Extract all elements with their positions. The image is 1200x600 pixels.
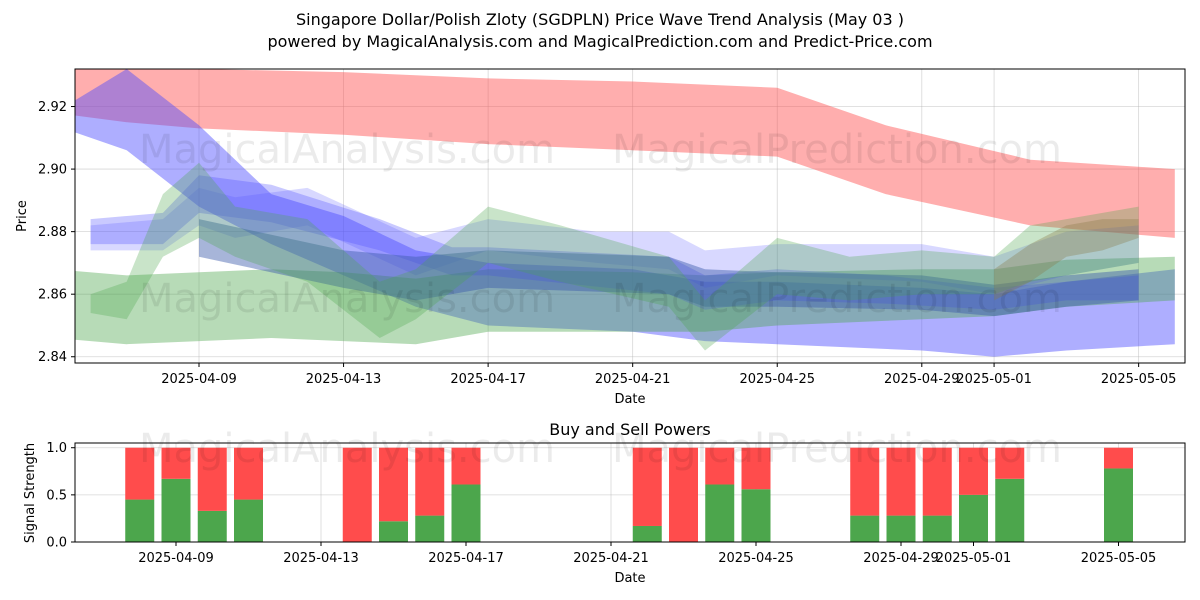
signal-y-tick-label: 0.0	[46, 536, 67, 551]
price-band-5	[199, 219, 1139, 317]
buy-bar	[1104, 468, 1133, 542]
watermark-prediction-bottom: MagicalPrediction.com	[612, 426, 1062, 472]
price-y-tick-label: 2.90	[38, 163, 67, 178]
price-x-tick-label: 2025-05-05	[1101, 372, 1177, 387]
signal-y-tick-label: 1.0	[46, 441, 67, 456]
sell-bar	[850, 447, 880, 516]
price-y-tick-label: 2.92	[38, 100, 67, 115]
price-grid	[75, 69, 1185, 363]
watermark-analysis-top: MagicalAnalysis.com	[139, 127, 555, 173]
chart-title: Singapore Dollar/Polish Zloty (SGDPLN) P…	[296, 10, 904, 29]
sell-bar	[451, 447, 481, 485]
buy-bar	[197, 510, 227, 542]
buy-bar	[850, 515, 880, 542]
price-x-tick-label: 2025-04-25	[739, 372, 815, 387]
signal-x-tick-label: 2025-04-13	[283, 551, 359, 566]
price-x-tick-label: 2025-04-29	[884, 372, 960, 387]
buy-bar	[959, 494, 988, 542]
signal-x-tick-label: 2025-05-05	[1081, 551, 1157, 566]
signal-x-tick-label: 2025-05-01	[936, 551, 1012, 566]
signal-y-tick-label: 0.5	[46, 488, 67, 503]
price-band-2	[75, 256, 1175, 345]
signal-x-tick-label: 2025-04-09	[138, 551, 214, 566]
sell-bar	[125, 447, 155, 500]
signal-ticks: 2025-04-09 2025-04-13 2025-04-17 2025-04-21…	[46, 441, 1156, 566]
price-band-3	[90, 175, 1139, 310]
signal-x-axis-label: Date	[614, 571, 645, 586]
signal-x-tick-label: 2025-04-25	[718, 551, 794, 566]
signal-plot-frame	[74, 442, 1186, 543]
price-band-7	[994, 219, 1139, 301]
sell-bar	[342, 447, 372, 542]
price-y-axis-label: Price	[15, 200, 30, 232]
sell-bar	[234, 447, 263, 500]
buy-bar	[632, 525, 662, 542]
buy-bar	[415, 515, 445, 542]
signal-y-axis-label: Signal Strength	[23, 443, 38, 543]
buy-bar	[886, 515, 916, 542]
price-y-tick-label: 2.86	[38, 288, 67, 303]
sell-bar	[379, 447, 408, 522]
sell-bar	[415, 447, 445, 516]
price-x-tick-label: 2025-04-09	[161, 372, 237, 387]
sell-bar	[741, 447, 771, 490]
price-x-tick-label: 2025-05-01	[956, 372, 1032, 387]
price-ticks: 2025-04-09 2025-04-13 2025-04-17 2025-04-21…	[38, 100, 1176, 387]
signal-x-tick-label: 2025-04-29	[863, 551, 939, 566]
price-band-0	[75, 69, 1175, 238]
sell-bar	[886, 447, 916, 516]
buy-bar	[161, 478, 191, 542]
price-band-1	[75, 69, 1175, 357]
sell-bar	[197, 447, 227, 511]
price-band-6	[90, 162, 1139, 351]
price-x-tick-label: 2025-04-17	[450, 372, 526, 387]
price-x-axis-label: Date	[614, 392, 645, 407]
sell-bar	[922, 447, 952, 516]
price-bands	[75, 69, 1175, 357]
buy-bar	[379, 521, 408, 542]
watermark-analysis-mid: MagicalAnalysis.com	[139, 276, 555, 322]
sell-bar	[669, 447, 698, 542]
sell-bar	[705, 447, 735, 485]
buy-bar	[995, 478, 1025, 542]
price-x-tick-label: 2025-04-13	[306, 372, 382, 387]
signal-chart-title: Buy and Sell Powers	[549, 420, 711, 439]
buy-bar	[451, 484, 481, 542]
price-x-tick-label: 2025-04-21	[595, 372, 671, 387]
watermark-prediction-mid: MagicalPrediction.com	[612, 276, 1062, 322]
watermark-analysis-bottom: MagicalAnalysis.com	[139, 426, 555, 472]
buy-bar	[234, 499, 263, 542]
chart-subtitle: powered by MagicalAnalysis.com and Magic…	[267, 32, 932, 51]
sell-bar	[959, 447, 988, 495]
buy-bar	[741, 489, 771, 542]
buy-bar	[922, 515, 952, 542]
price-y-tick-label: 2.84	[38, 350, 67, 365]
sell-bar	[161, 447, 191, 479]
signal-x-tick-label: 2025-04-17	[428, 551, 504, 566]
sell-bar	[632, 447, 662, 526]
sell-bar	[995, 447, 1025, 479]
watermark-prediction-top: MagicalPrediction.com	[612, 127, 1062, 173]
price-band-4	[90, 187, 1139, 295]
price-plot-frame	[74, 68, 1186, 364]
signal-bars	[125, 447, 1133, 542]
signal-x-tick-label: 2025-04-21	[573, 551, 649, 566]
buy-bar	[705, 484, 735, 542]
buy-bar	[125, 499, 155, 542]
sell-bar	[1104, 447, 1133, 469]
price-y-tick-label: 2.88	[38, 225, 67, 240]
